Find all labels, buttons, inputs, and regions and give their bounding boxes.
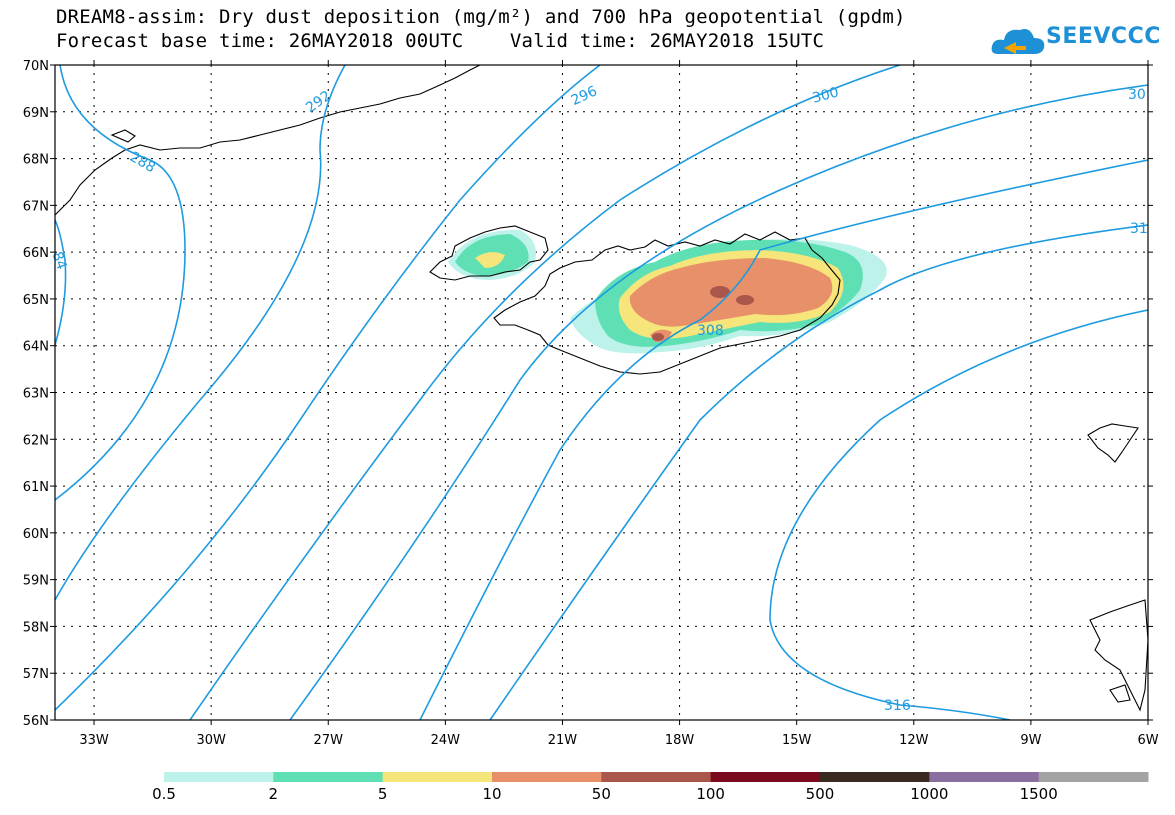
- legend-swatch: [710, 772, 821, 782]
- iceland-coast: [493, 231, 841, 375]
- contour-296: [55, 65, 601, 711]
- dust-area-50-b: [736, 295, 754, 305]
- lat-label: 57N: [23, 667, 49, 682]
- legend-label: 100: [696, 785, 725, 803]
- legend-label: 500: [806, 785, 835, 803]
- lon-label: 9W: [1020, 733, 1041, 748]
- contour-labels: 288 292 296 300 30 84 308 31 316: [48, 83, 1147, 714]
- legend-swatch: [820, 772, 930, 782]
- contour-label: 84: [48, 250, 69, 272]
- logo-text: SEEVCCC: [1046, 24, 1161, 49]
- scotland-coast: [1089, 599, 1148, 712]
- legend-swatch: [382, 772, 493, 782]
- legend-swatch: [492, 772, 602, 782]
- faroe-coast: [1087, 423, 1139, 463]
- lon-label: 33W: [79, 733, 109, 748]
- lat-label: 69N: [23, 106, 49, 121]
- lon-label: 15W: [782, 733, 812, 748]
- lat-label: 61N: [23, 480, 49, 495]
- geopotential-contours: [55, 65, 1148, 720]
- legend-label: 10: [482, 785, 501, 803]
- contour-304: [289, 84, 1148, 720]
- legend-labels: 0.5 2 5 10 50 100 500 1000 1500: [152, 785, 1058, 803]
- coastlines: [55, 65, 1148, 712]
- longitude-labels: 33W 30W 27W 24W 21W 18W 15W 12W 9W 6W: [79, 733, 1158, 748]
- lon-label: 24W: [431, 733, 461, 748]
- lat-label: 60N: [23, 527, 49, 542]
- lat-label: 63N: [23, 387, 49, 402]
- contour-label: 292: [303, 88, 334, 116]
- dust-area-50-c: [652, 333, 664, 341]
- legend-label: 2: [269, 785, 279, 803]
- contour-label: 30: [1128, 87, 1146, 103]
- legend-swatch: [601, 772, 712, 782]
- contour-292: [55, 65, 346, 601]
- legend-label: 1000: [910, 785, 948, 803]
- lat-label: 66N: [23, 246, 49, 261]
- title-line-2: Forecast base time: 26MAY2018 00UTC Vali…: [56, 30, 825, 52]
- legend-label: 1500: [1020, 785, 1058, 803]
- legend-label: 0.5: [152, 785, 176, 803]
- greenland-coast: [55, 65, 481, 216]
- lat-lon-grid: [55, 65, 1148, 720]
- axis-ticks: [50, 60, 1153, 725]
- lon-label: 18W: [665, 733, 695, 748]
- lat-label: 62N: [23, 433, 49, 448]
- westfjords-coast: [429, 225, 549, 281]
- lat-label: 58N: [23, 620, 49, 635]
- seevccc-cloud-logo-icon: [991, 29, 1045, 54]
- lat-label: 68N: [23, 153, 49, 168]
- dust-deposition-shading: [448, 229, 887, 354]
- lon-label: 21W: [548, 733, 578, 748]
- legend-label: 50: [592, 785, 611, 803]
- contour-312: [489, 224, 1148, 720]
- lon-label: 6W: [1137, 733, 1158, 748]
- lat-label: 70N: [23, 59, 49, 74]
- legend-swatch: [164, 772, 274, 782]
- lat-label: 65N: [23, 293, 49, 308]
- color-legend: [164, 772, 1149, 782]
- title-line-1: DREAM8-assim: Dry dust deposition (mg/m²…: [56, 6, 906, 28]
- lat-label: 59N: [23, 574, 49, 589]
- contour-label: 316: [884, 698, 911, 714]
- contour-284: [55, 219, 67, 346]
- legend-swatch: [929, 772, 1040, 782]
- legend-swatch: [273, 772, 384, 782]
- dust-area-5-west: [475, 252, 505, 268]
- contour-288: [55, 65, 186, 501]
- legend-swatch: [1038, 772, 1149, 782]
- contour-label: 288: [127, 149, 158, 176]
- contour-300: [189, 65, 901, 720]
- legend-label: 5: [378, 785, 388, 803]
- lon-label: 12W: [899, 733, 929, 748]
- contour-316: [769, 309, 1148, 720]
- lon-label: 30W: [196, 733, 226, 748]
- lat-label: 67N: [23, 199, 49, 214]
- contour-label: 300: [811, 84, 841, 106]
- contour-308: [419, 159, 1148, 720]
- dust-area-50-a: [710, 286, 730, 298]
- lat-label: 64N: [23, 340, 49, 355]
- contour-label: 31: [1130, 221, 1148, 237]
- lat-label: 56N: [23, 714, 49, 729]
- lon-label: 27W: [314, 733, 344, 748]
- latitude-labels: 70N 69N 68N 67N 66N 65N 64N 63N 62N 61N 60N 59N 58N 5…: [23, 59, 49, 729]
- contour-label: 308: [697, 323, 724, 339]
